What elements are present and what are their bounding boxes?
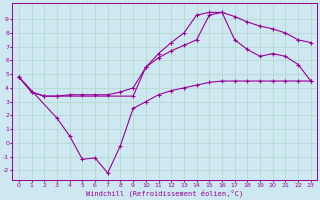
X-axis label: Windchill (Refroidissement éolien,°C): Windchill (Refroidissement éolien,°C) [86, 190, 244, 197]
